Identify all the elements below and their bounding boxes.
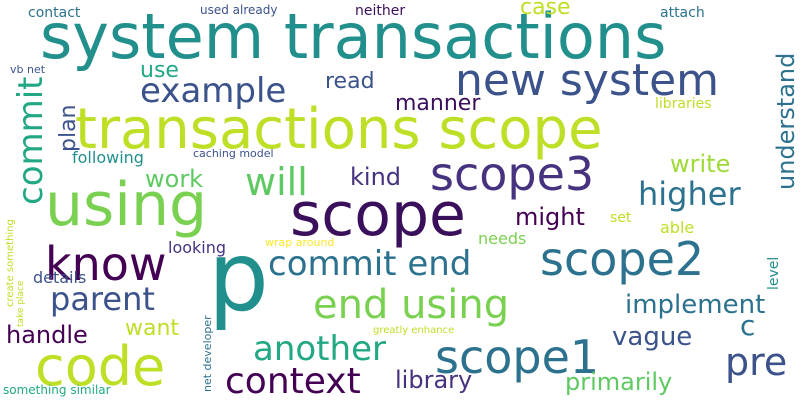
word-primarily: primarily xyxy=(565,368,672,396)
word-context: context xyxy=(225,361,361,400)
word-pre: pre xyxy=(725,340,787,384)
word-use: use xyxy=(140,58,179,83)
word-used-already: used already xyxy=(200,3,277,17)
word-work: work xyxy=(145,165,203,193)
word-greatly-enhance: greatly enhance xyxy=(373,325,454,336)
word-case: case xyxy=(520,0,571,20)
word-parent: parent xyxy=(50,280,155,318)
word-contact: contact xyxy=(28,5,81,21)
word-c: c xyxy=(740,309,755,342)
word-net-developer: net developer xyxy=(201,315,214,392)
word-new-system: new system xyxy=(455,55,719,106)
word-scope3: scope3 xyxy=(430,147,594,201)
word-will: will xyxy=(245,160,308,204)
word-scope1: scope1 xyxy=(435,330,599,384)
word-level: level xyxy=(766,257,782,290)
word-following: following xyxy=(72,148,144,167)
word-write: write xyxy=(670,150,730,178)
word-something-similar: something similar xyxy=(3,383,111,397)
word-attach: attach xyxy=(660,5,705,21)
word-transactions-scope: transactions scope xyxy=(75,97,603,162)
word-might: might xyxy=(515,203,585,231)
word-plan: plan xyxy=(56,104,81,152)
word-create-something: create something xyxy=(5,219,16,307)
word-handle: handle xyxy=(6,321,88,349)
word-able: able xyxy=(660,218,694,237)
word-commit: commit xyxy=(11,76,51,205)
word-looking: looking xyxy=(168,238,226,257)
word-set: set xyxy=(610,210,632,226)
word-scope2: scope2 xyxy=(540,232,704,286)
word-commit-end: commit end xyxy=(268,244,471,284)
word-vague: vague xyxy=(612,322,692,352)
word-kind: kind xyxy=(350,163,401,191)
word-understand: understand xyxy=(772,53,800,190)
word-higher: higher xyxy=(638,175,741,213)
word-read: read xyxy=(325,69,375,94)
word-want: want xyxy=(125,316,179,341)
word-system-transactions: system transactions xyxy=(40,0,666,73)
word-p: p xyxy=(208,221,269,333)
word-details: details xyxy=(33,268,86,287)
word-using: using xyxy=(45,170,207,240)
word-take-place: take place xyxy=(16,280,26,327)
word-needs: needs xyxy=(478,229,526,248)
word-code: code xyxy=(35,335,165,398)
word-manner: manner xyxy=(395,91,481,116)
word-know: know xyxy=(45,237,167,291)
word-libraries: libraries xyxy=(655,96,712,112)
word-scope: scope xyxy=(290,180,466,250)
word-library: library xyxy=(395,366,472,394)
word-implement: implement xyxy=(625,290,765,320)
word-example: example xyxy=(140,71,286,111)
word-end-using: end using xyxy=(313,282,509,328)
word-vb-net: vb net xyxy=(10,63,46,76)
word-neither: neither xyxy=(355,3,405,19)
word-caching-model: caching model xyxy=(193,147,274,160)
word-wrap-around: wrap around xyxy=(265,236,334,249)
word-another: another xyxy=(253,329,386,369)
